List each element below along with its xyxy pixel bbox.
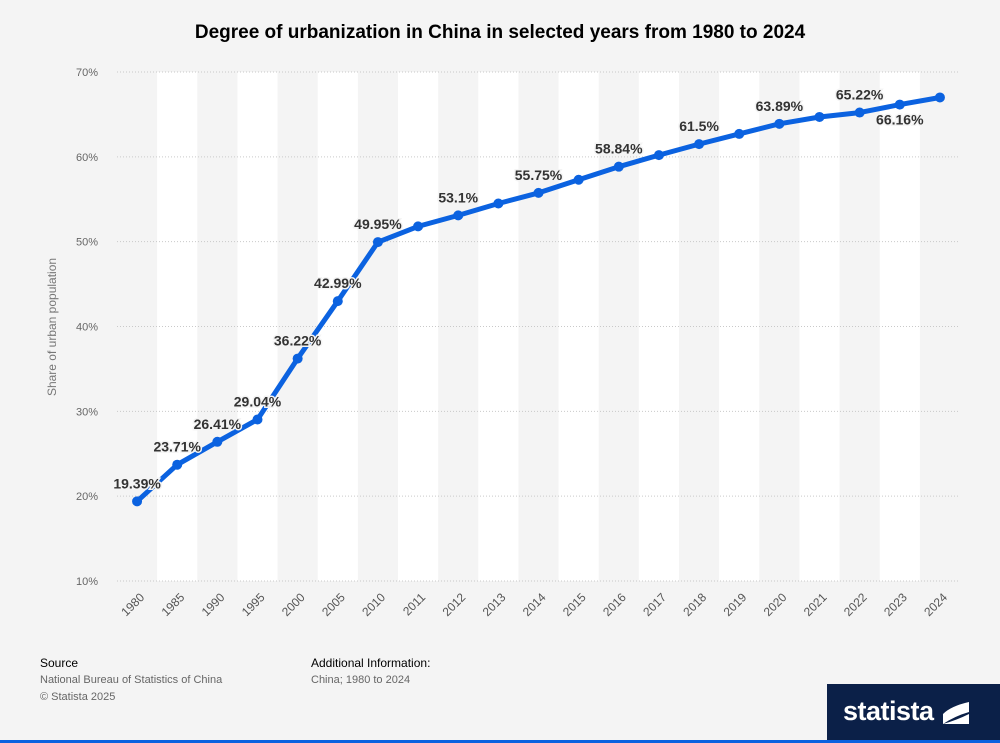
data-points [132,92,945,507]
data-label: 26.41% [194,416,242,432]
y-tick-label: 70% [76,67,98,79]
source-label: Source [40,656,79,670]
x-tick-label: 1980 [118,590,147,619]
statista-logo[interactable]: statista [827,684,1000,740]
data-point [613,161,624,172]
x-tick-label: 2000 [279,590,308,619]
x-tick-label: 1990 [199,590,228,619]
data-point [533,187,544,198]
statista-mark-icon [943,702,969,724]
data-point [894,99,905,110]
y-tick-label: 40% [76,322,98,334]
data-label: 61.5% [679,118,719,134]
data-label: 66.16% [876,112,924,128]
x-tick-label: 2022 [841,590,870,619]
y-tick-label: 20% [76,491,98,503]
data-label: 49.95% [354,216,402,232]
data-point [934,92,945,103]
data-label: 58.84% [595,141,643,157]
x-tick-label: 2015 [560,590,589,619]
source-line-1: National Bureau of Statistics of China [40,674,223,686]
logo-text: statista [843,696,934,726]
data-point [453,210,464,221]
x-tick-label: 2011 [400,590,428,618]
data-label: 29.04% [234,393,282,409]
x-tick-label: 2013 [480,590,509,619]
data-point [172,459,183,470]
data-point [814,111,825,122]
x-tick-label: 2021 [801,590,830,619]
y-tick-label: 60% [76,152,98,164]
x-tick-label: 2020 [761,590,790,619]
x-tick-label: 2010 [359,590,388,619]
data-point [573,174,584,185]
y-tick-label: 30% [76,406,98,418]
x-tick-label: 2014 [520,590,549,619]
data-label: 53.1% [438,189,478,205]
bottom-accent-bar [0,740,1000,743]
data-label: 42.99% [314,275,362,291]
data-point [132,496,143,507]
x-tick-label: 1985 [159,590,188,619]
data-point [653,150,664,161]
copyright-line: © Statista 2025 [40,691,116,703]
data-label: 23.71% [153,439,201,455]
x-tick-label: 2017 [640,590,669,619]
data-point [292,353,303,364]
data-label: 19.39% [113,475,161,491]
data-point [854,107,865,118]
column-band [558,72,599,581]
data-point [493,198,504,209]
column-band [719,72,760,581]
x-tick-label: 2005 [319,590,348,619]
x-tick-label: 2023 [881,590,910,619]
data-label: 65.22% [836,87,884,103]
data-point [734,128,745,139]
column-bands [157,72,920,581]
data-point [413,221,424,232]
data-label: 55.75% [515,167,563,183]
x-tick-label: 2024 [921,590,950,619]
data-point [252,414,263,425]
y-tick-label: 10% [76,576,98,588]
x-tick-label: 1995 [239,590,268,619]
data-label: 63.89% [756,98,804,114]
x-tick-label: 2019 [721,590,750,619]
column-band [398,72,439,581]
data-point [372,237,383,248]
y-axis-ticks: 10% 20% 30% 40% 50% 60% 70% [76,67,98,588]
line-chart: 10% 20% 30% 40% 50% 60% 70% Share of urban pop… [45,67,960,619]
data-point [332,296,343,307]
gridlines [117,71,960,582]
x-tick-label: 2018 [680,590,709,619]
y-axis-label: Share of urban population [45,258,59,396]
additional-info-label: Additional Information: [311,656,431,670]
data-point [774,118,785,129]
data-point [694,139,705,150]
data-label: 36.22% [274,333,322,349]
data-labels: 19.39% 23.71% 26.41% 29.04% 36.22% 42.99% 49.9… [112,85,926,493]
column-band [879,72,920,581]
x-axis-ticks: 1980 1985 1990 1995 2000 2005 2010 2011 2012 2013… [118,590,950,619]
x-tick-label: 2012 [440,590,469,619]
chart-title: Degree of urbanization in China in selec… [194,22,806,43]
x-tick-label: 2016 [600,590,629,619]
additional-info-text: China; 1980 to 2024 [311,674,411,686]
y-tick-label: 50% [76,237,98,249]
data-point [212,436,223,447]
